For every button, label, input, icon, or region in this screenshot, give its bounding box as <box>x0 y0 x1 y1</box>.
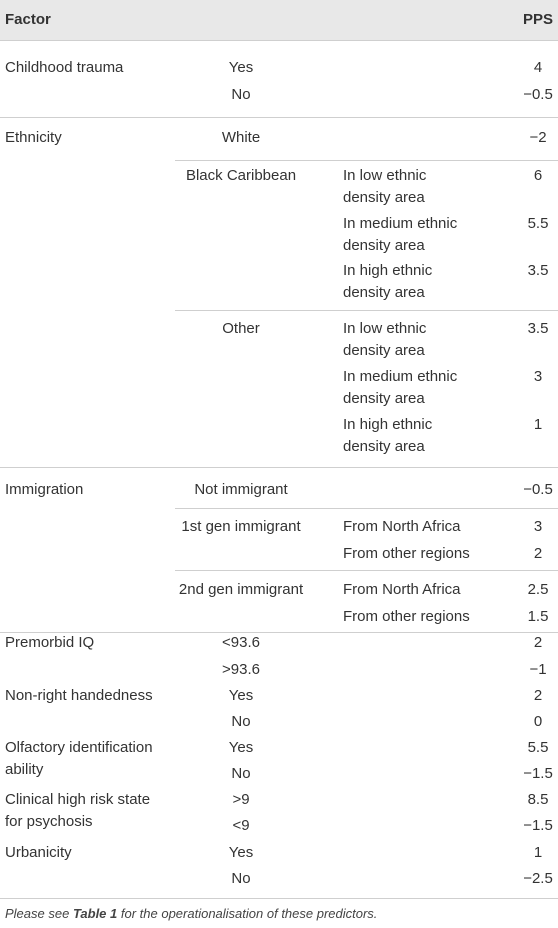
header-row <box>0 0 558 40</box>
pps-cell: 6 <box>533 167 543 184</box>
pps-cell: 2 <box>533 687 543 704</box>
sublevel-cell: From North Africa <box>343 518 461 535</box>
row-separator <box>0 40 558 41</box>
pps-cell: 0 <box>533 713 543 730</box>
level-cell: White <box>221 129 261 146</box>
level-cell: <9 <box>232 817 250 834</box>
pps-cell: 4 <box>533 59 543 76</box>
pps-cell: 2.5 <box>527 581 549 598</box>
pps-cell: −1 <box>529 661 547 678</box>
pps-cell: 2 <box>533 545 543 562</box>
level-cell: >93.6 <box>222 661 260 678</box>
sublevel-cell: In medium ethnic <box>343 215 458 232</box>
sublevel-cell: From other regions <box>343 608 470 625</box>
level-cell: Other <box>222 320 260 337</box>
factor-cell: ability <box>5 761 44 778</box>
factor-cell: Urbanicity <box>5 844 72 861</box>
pps-cell: −0.5 <box>523 86 553 103</box>
pps-cell: 1.5 <box>527 608 549 625</box>
row-separator <box>175 310 558 311</box>
row-separator <box>0 117 558 118</box>
factor-cell: Premorbid IQ <box>5 634 95 651</box>
level-cell: 2nd gen immigrant <box>178 581 304 598</box>
sublevel-cell: In high ethnic <box>343 416 433 433</box>
pps-cell: −1.5 <box>523 817 553 834</box>
footnote-text: for the operationalisation of these pred… <box>117 906 378 921</box>
level-cell: Yes <box>228 59 254 76</box>
pps-cell: 5.5 <box>527 739 549 756</box>
footnote: Please see Table 1 for the operationalis… <box>5 906 377 921</box>
pps-cell: 2 <box>533 634 543 651</box>
footnote-text: Please see <box>5 906 73 921</box>
pps-cell: 1 <box>533 416 543 433</box>
row-separator <box>175 508 558 509</box>
sublevel-cell: density area <box>343 438 425 455</box>
pps-cell: 3 <box>533 368 543 385</box>
pps-cell: 5.5 <box>527 215 549 232</box>
sublevel-cell: From other regions <box>343 545 470 562</box>
pps-cell: −2 <box>529 129 547 146</box>
row-separator <box>0 632 558 633</box>
level-cell: Yes <box>228 844 254 861</box>
sublevel-cell: density area <box>343 284 425 301</box>
sublevel-cell: In medium ethnic <box>343 368 458 385</box>
sublevel-cell: In high ethnic <box>343 262 433 279</box>
table-link[interactable]: Table 1 <box>72 906 118 921</box>
header-cell: PPS <box>522 11 554 28</box>
level-cell: No <box>231 870 251 887</box>
level-cell: <93.6 <box>222 634 260 651</box>
row-separator <box>0 898 558 899</box>
level-cell: 1st gen immigrant <box>181 518 301 535</box>
level-cell: Yes <box>228 687 254 704</box>
sublevel-cell: In low ethnic <box>343 167 427 184</box>
sublevel-cell: density area <box>343 189 425 206</box>
row-separator <box>0 467 558 468</box>
table: Factor PPS Childhood trauma Yes 4 No −0.5 Eth… <box>0 0 558 899</box>
sublevel-cell: density area <box>343 390 425 407</box>
pps-cell: 3 <box>533 518 543 535</box>
pps-cell: 8.5 <box>527 791 549 808</box>
pps-cell: 3.5 <box>527 262 549 279</box>
factor-cell: Clinical high risk state <box>5 791 151 808</box>
row-separator <box>175 160 558 161</box>
pps-cell: −1.5 <box>523 765 553 782</box>
level-cell: No <box>231 765 251 782</box>
sublevel-cell: density area <box>343 237 425 254</box>
factor-cell: Childhood trauma <box>5 59 124 76</box>
sublevel-cell: From North Africa <box>343 581 461 598</box>
sublevel-cell: In low ethnic <box>343 320 427 337</box>
sublevel-cell: density area <box>343 342 425 359</box>
level-cell: Black Caribbean <box>185 167 297 184</box>
level-cell: No <box>231 713 251 730</box>
row-separator <box>175 570 558 571</box>
factor-cell: Non-right handedness <box>5 687 153 704</box>
pps-cell: −2.5 <box>523 870 553 887</box>
level-cell: No <box>231 86 251 103</box>
level-cell: Yes <box>228 739 254 756</box>
factor-cell: Olfactory identification <box>5 739 153 756</box>
level-cell: >9 <box>232 791 250 808</box>
header-cell: Factor <box>5 11 51 28</box>
factor-cell: Immigration <box>5 481 84 498</box>
pps-cell: 3.5 <box>527 320 549 337</box>
pps-cell: 1 <box>533 844 543 861</box>
factor-cell: for psychosis <box>5 813 93 830</box>
factor-cell: Ethnicity <box>5 129 62 146</box>
level-cell: Not immigrant <box>194 481 288 498</box>
pps-cell: −0.5 <box>523 481 553 498</box>
